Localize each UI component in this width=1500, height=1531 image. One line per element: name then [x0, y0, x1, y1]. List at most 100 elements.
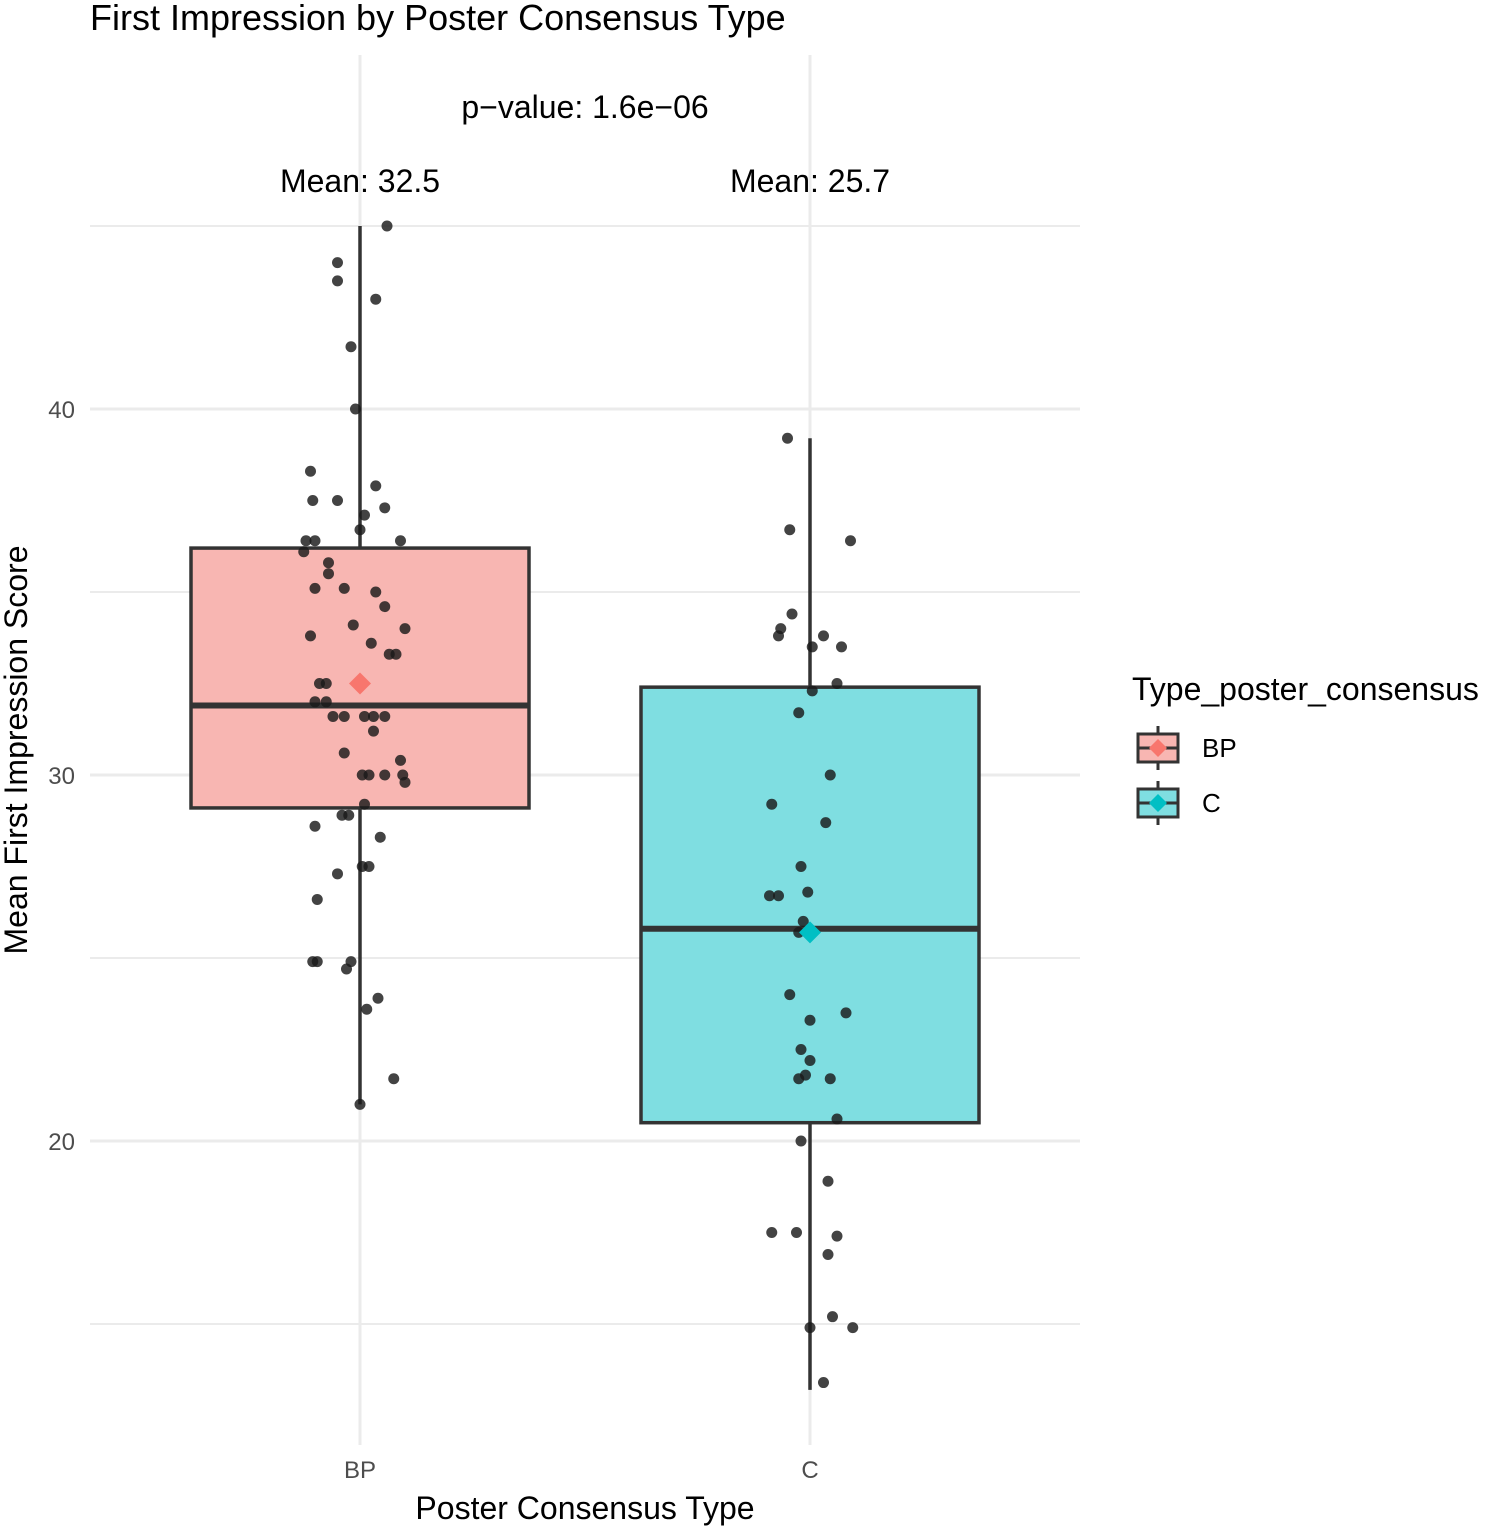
data-point — [824, 1073, 836, 1085]
data-point — [822, 1248, 834, 1260]
data-point — [323, 568, 334, 580]
data-point — [379, 710, 391, 722]
data-point — [370, 480, 382, 492]
data-point — [298, 546, 310, 558]
data-point — [379, 601, 391, 613]
data-point — [818, 630, 829, 642]
y-axis-title: Mean First Impression Score — [0, 545, 34, 954]
data-point — [311, 956, 323, 968]
data-point — [307, 495, 319, 506]
data-point — [399, 623, 411, 635]
data-point — [395, 535, 406, 547]
data-point — [791, 1227, 802, 1238]
data-point — [784, 989, 796, 1001]
data-point — [773, 630, 784, 642]
data-point — [361, 1003, 373, 1015]
data-point — [806, 685, 818, 697]
data-point — [795, 1044, 807, 1055]
data-point — [836, 641, 847, 653]
y-tick-label: 40 — [48, 397, 75, 424]
data-point — [359, 509, 370, 521]
data-point — [359, 710, 370, 722]
x-tick-label: C — [801, 1457, 818, 1484]
mean-marker — [349, 672, 371, 695]
y-tick-label: 30 — [48, 763, 75, 790]
data-point — [368, 725, 379, 737]
box-c — [639, 685, 981, 1125]
data-point — [300, 535, 312, 547]
mean-label-c: Mean: 25.7 — [730, 163, 890, 199]
data-point — [802, 886, 814, 898]
data-point — [305, 465, 316, 477]
data-point — [379, 769, 391, 781]
legend-key-mean — [1149, 739, 1167, 757]
legend-label-c: C — [1202, 788, 1221, 818]
mean-markers — [349, 672, 821, 944]
data-point — [800, 1069, 811, 1081]
data-point — [332, 275, 343, 287]
data-point — [399, 776, 411, 788]
data-point — [845, 535, 856, 547]
legend-key-mean — [1149, 794, 1167, 812]
data-point — [795, 1135, 807, 1147]
data-point — [766, 1227, 778, 1238]
data-point — [831, 1230, 843, 1242]
data-point — [309, 696, 321, 708]
data-point — [365, 637, 377, 649]
data-point — [332, 495, 343, 506]
data-point — [309, 535, 321, 547]
data-point — [395, 754, 406, 766]
data-point — [370, 293, 382, 305]
data-point — [827, 1311, 838, 1323]
data-point — [786, 608, 798, 620]
x-tick-label: BP — [344, 1457, 376, 1484]
data-point — [764, 890, 775, 902]
data-point — [338, 710, 350, 722]
data-point — [368, 710, 379, 722]
data-point — [806, 641, 818, 653]
data-point — [372, 992, 384, 1004]
y-tick-labels: 20 30 40 — [48, 397, 75, 1156]
data-point — [359, 798, 370, 810]
data-point — [388, 1073, 400, 1085]
data-point — [793, 926, 805, 938]
data-point — [323, 557, 334, 569]
data-point — [793, 707, 805, 719]
data-point — [390, 648, 402, 660]
mean-label-bp: Mean: 32.5 — [280, 163, 440, 199]
data-point — [332, 257, 343, 269]
data-point — [354, 1098, 366, 1110]
data-point — [374, 831, 386, 843]
data-point — [305, 630, 316, 642]
data-point — [804, 1054, 816, 1066]
data-point — [338, 582, 350, 594]
data-point — [347, 619, 359, 631]
data-point — [345, 341, 357, 353]
data-point — [797, 915, 809, 927]
data-point — [320, 678, 332, 689]
data-point — [341, 963, 352, 975]
data-point — [822, 1175, 834, 1187]
data-point — [831, 678, 843, 689]
chart-title: First Impression by Poster Consensus Typ… — [90, 0, 786, 38]
legend: Type_poster_consensus BP C — [1132, 671, 1479, 825]
boxes — [189, 226, 981, 1390]
data-point — [804, 1322, 816, 1334]
data-point — [311, 893, 323, 905]
data-point — [847, 1322, 859, 1334]
legend-title: Type_poster_consensus — [1132, 671, 1479, 707]
data-point — [818, 1377, 829, 1389]
data-point — [804, 1014, 816, 1026]
data-point — [766, 798, 778, 810]
data-point — [309, 582, 321, 594]
data-point — [795, 861, 807, 872]
data-point — [381, 220, 393, 232]
mean-marker — [799, 921, 821, 944]
data-point — [356, 769, 368, 781]
data-point — [820, 817, 832, 829]
data-point — [343, 809, 355, 821]
data-point — [379, 502, 391, 514]
data-point — [332, 868, 343, 880]
x-tick-labels: BP C — [344, 1457, 819, 1484]
